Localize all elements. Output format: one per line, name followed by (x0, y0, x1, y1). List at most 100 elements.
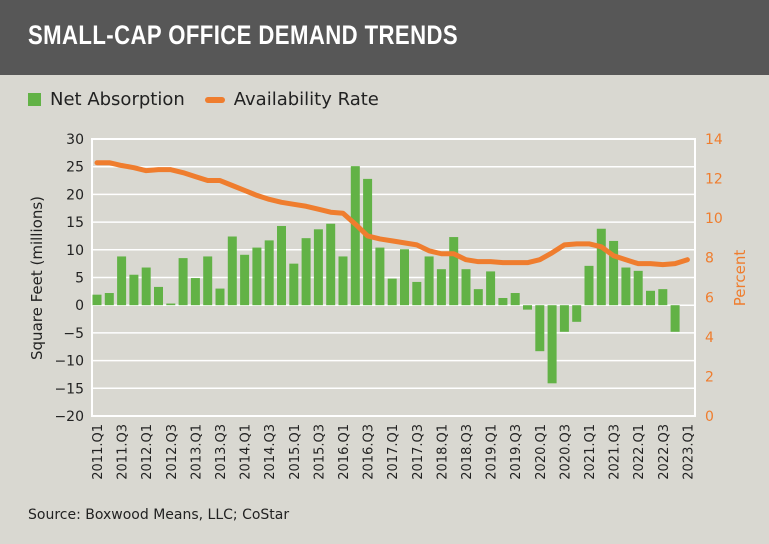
bar-net-absorption (326, 223, 336, 306)
bar-net-absorption (178, 258, 188, 306)
bar-net-absorption (338, 256, 348, 306)
bar-net-absorption (350, 166, 360, 306)
bar-net-absorption (313, 229, 323, 306)
x-tick-label: 2019.Q1 (485, 424, 500, 480)
bar-net-absorption (264, 240, 274, 306)
y-tick-label: 15 (66, 215, 84, 231)
bar-net-absorption (400, 249, 409, 306)
header-band: SMALL-CAP OFFICE DEMAND TRENDS (0, 0, 769, 75)
y-tick-label: −20 (54, 409, 84, 425)
legend: Net Absorption Availability Rate (28, 89, 379, 110)
bar-net-absorption (141, 267, 151, 306)
bar-net-absorption (473, 289, 483, 306)
bar-net-absorption (523, 305, 532, 310)
x-tick-label: 2021.Q1 (583, 424, 598, 480)
x-tick-label: 2012.Q1 (140, 424, 155, 480)
bar-net-absorption (436, 269, 446, 306)
bar-net-absorption (449, 237, 459, 306)
bar-net-absorption (301, 238, 311, 306)
bar-net-absorption (486, 271, 496, 306)
x-tick-label: 2019.Q3 (509, 424, 524, 480)
bar-net-absorption (92, 294, 102, 306)
bar-net-absorption (670, 305, 680, 332)
bar-net-absorption (412, 281, 422, 306)
x-tick-label: 2020.Q1 (534, 424, 549, 480)
x-tick-label: 2014.Q1 (239, 424, 254, 480)
x-tick-label: 2016.Q1 (337, 424, 352, 480)
x-tick-label: 2018.Q1 (435, 424, 450, 480)
y-tick-label: 30 (66, 132, 84, 148)
bar-net-absorption (535, 305, 545, 352)
bar-net-absorption (363, 178, 373, 306)
bar-net-absorption (621, 267, 631, 306)
x-tick-label: 2022.Q3 (657, 424, 672, 480)
source-note: Source: Boxwood Means, LLC; CoStar (28, 507, 290, 523)
x-tick-label: 2017.Q3 (411, 424, 426, 480)
bar-net-absorption (154, 286, 163, 306)
y-tick-label: −5 (63, 326, 84, 342)
y2-tick-label: 10 (705, 211, 723, 227)
x-tick-label: 2015.Q1 (288, 424, 303, 480)
bar-net-absorption (117, 256, 127, 306)
y-axis-label: Square Feet (millions) (28, 196, 46, 360)
y2-tick-label: 12 (705, 172, 723, 188)
legend-label-net-absorption: Net Absorption (50, 89, 185, 110)
x-tick-label: 2013.Q1 (189, 424, 204, 480)
y2-tick-label: 0 (705, 409, 714, 425)
y2-tick-label: 4 (705, 330, 714, 346)
bar-net-absorption (609, 240, 619, 306)
x-tick-label: 2015.Q3 (312, 424, 327, 480)
bar-net-absorption (166, 303, 176, 306)
bar-net-absorption (646, 290, 655, 306)
y-tick-label: 25 (66, 160, 84, 176)
bar-net-absorption (277, 225, 286, 306)
y2-tick-label: 6 (705, 290, 714, 306)
legend-label-availability-rate: Availability Rate (233, 89, 379, 110)
bar-net-absorption (387, 278, 397, 306)
chart-title: SMALL-CAP OFFICE DEMAND TRENDS (28, 20, 459, 50)
legend-swatch-availability-rate (204, 96, 225, 103)
y-tick-label: 20 (66, 187, 84, 203)
y2-axis-label: Percent (731, 250, 749, 307)
bar-net-absorption (289, 263, 299, 306)
bar-net-absorption (510, 293, 520, 306)
x-tick-label: 2021.Q3 (608, 424, 623, 480)
x-tick-label: 2011.Q1 (91, 424, 106, 480)
bar-net-absorption (584, 265, 594, 306)
bar-net-absorption (547, 305, 557, 384)
x-tick-label: 2023.Q1 (681, 424, 696, 480)
bar-net-absorption (572, 305, 582, 322)
y2-tick-label: 2 (705, 369, 714, 385)
bar-net-absorption (129, 274, 139, 306)
y-tick-label: 0 (75, 298, 84, 314)
bar-net-absorption (190, 278, 200, 306)
x-tick-label: 2020.Q3 (558, 424, 573, 480)
bar-net-absorption (215, 288, 225, 306)
bar-net-absorption (658, 289, 668, 306)
x-tick-label: 2012.Q3 (165, 424, 180, 480)
bar-net-absorption (461, 269, 471, 306)
bar-net-absorption (596, 228, 606, 306)
bar-net-absorption (104, 293, 114, 306)
bar-net-absorption (424, 256, 434, 306)
y-tick-label: 10 (66, 243, 84, 259)
x-tick-label: 2013.Q3 (214, 424, 229, 480)
x-tick-label: 2014.Q3 (263, 424, 278, 480)
x-tick-label: 2018.Q3 (460, 424, 475, 480)
y-tick-label: −10 (54, 354, 84, 370)
bar-net-absorption (375, 247, 385, 306)
legend-swatch-net-absorption (28, 93, 41, 106)
bar-net-absorption (559, 305, 569, 332)
y-tick-label: −15 (54, 381, 84, 397)
line-availability-rate (94, 160, 690, 268)
x-tick-label: 2022.Q1 (632, 424, 647, 480)
x-tick-label: 2011.Q3 (116, 424, 131, 480)
y-tick-label: 5 (75, 271, 84, 287)
bar-net-absorption (633, 270, 643, 306)
y2-tick-label: 14 (705, 132, 723, 148)
bar-net-absorption (240, 254, 250, 306)
bar-net-absorption (498, 297, 508, 306)
bar-net-absorption (227, 236, 237, 306)
x-tick-label: 2017.Q1 (386, 424, 401, 480)
